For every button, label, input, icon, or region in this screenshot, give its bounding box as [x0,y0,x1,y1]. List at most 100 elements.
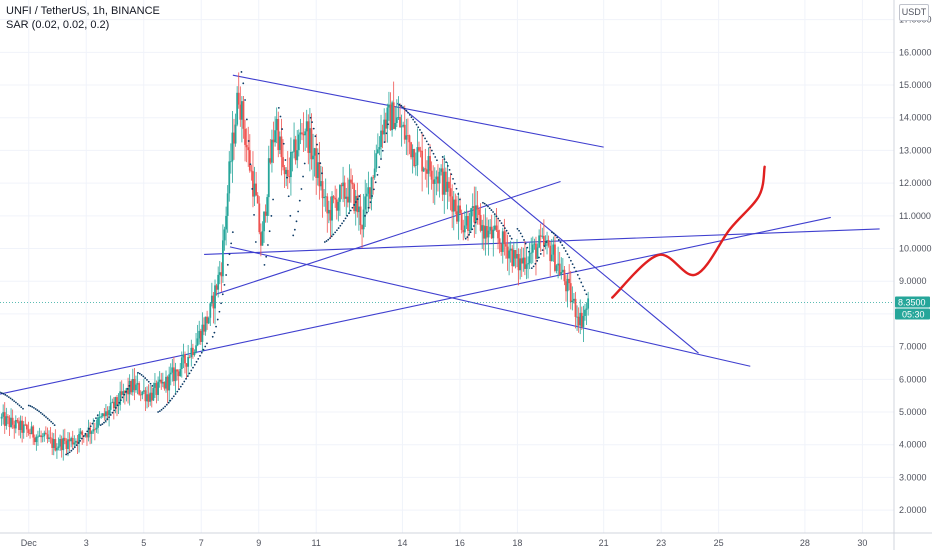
candle-body [152,387,155,401]
sar-dot [407,111,409,114]
sar-dot [240,71,243,73]
sar-dot [247,140,250,142]
sar-dot [22,407,24,410]
trendline[interactable] [232,74,604,148]
sar-dot [244,99,246,101]
sar-dot [33,406,35,409]
candle-body [482,225,485,239]
candle-body [348,179,351,203]
candle-body [259,232,262,246]
sar-dot [419,129,421,131]
candle-body [24,424,27,426]
candle-body [527,263,529,265]
candle-body [212,295,215,309]
candle-body [2,412,5,417]
sar-dot [251,188,254,190]
trendlines[interactable] [0,74,880,395]
sar-dot [314,135,317,138]
sar-dot [427,143,430,146]
candle-body [451,196,454,212]
sar-dot [265,255,268,258]
candle-body [196,338,199,346]
sar-dot [279,115,282,118]
sar-dot [526,246,529,249]
trendline[interactable] [0,216,831,395]
candle-body [177,371,180,377]
y-tick-label: 11.0000 [899,211,931,221]
currency-badge[interactable]: USDT [899,4,929,21]
sar-dot [270,215,273,217]
sar-dot [41,413,44,416]
candle-body [362,209,365,230]
trendline[interactable] [215,180,561,295]
candle-body [37,436,39,438]
candle-body [524,257,526,269]
sar-dot [282,142,285,145]
sar-dot [218,310,221,313]
candle-body [169,372,172,375]
sar-dot [483,202,486,205]
candle-body [506,246,509,259]
candle-body [584,309,586,316]
indicator-label[interactable]: SAR (0.02, 0.02, 0.2) [6,19,110,31]
candle-body [351,182,354,185]
sar-dot [15,401,17,404]
symbol-title[interactable]: UNFI / TetherUS, 1h, BINANCE [6,5,160,17]
freehand-projection[interactable] [611,165,766,299]
trendline[interactable] [396,102,699,354]
candle-body [511,248,514,267]
candle-body [179,369,182,377]
candle-body [206,316,209,324]
candle-body [138,383,141,395]
candle-body [222,240,224,277]
sar-dot [206,342,208,345]
sar-dot [34,408,37,410]
candle-body [391,102,393,131]
candle-body [397,117,400,118]
sar-dot [569,259,572,262]
candle-body [386,107,389,129]
time-axis[interactable]: Dec 3 5 7 9 11 14 16 18 21 23 25 28 30 [21,538,868,548]
candle-body [326,196,329,214]
sar-dot [319,162,322,165]
candle-body [448,181,450,189]
candle-body [97,417,99,428]
candle-body [128,380,131,395]
candle-body [459,205,461,214]
candle-body [302,133,305,136]
candle-body [217,274,220,290]
trendline[interactable] [204,228,880,255]
candle-body [359,206,362,226]
sar-dot [507,232,510,235]
sar-dot [329,237,331,239]
sar-dot [490,209,493,211]
candle-body [101,413,104,417]
candle-body [95,427,98,430]
sar-dot [374,181,377,184]
candle-body [555,265,558,271]
candle-body [130,380,133,393]
sar-dot [430,149,433,152]
candle-body [378,147,381,150]
candle-body [111,401,114,403]
sar-dot [373,188,375,191]
candle-body [122,391,125,395]
last-price-value: 8.3500 [898,297,926,307]
candle-body [40,435,43,438]
price-axis[interactable]: 2.00003.00004.00005.00006.00007.00008.00… [899,15,932,515]
sar-dot [84,432,87,435]
sar-dot [400,104,403,107]
candle-body [240,101,243,120]
candle-body [144,390,147,402]
candle-body [33,437,36,443]
candle-body [587,298,590,309]
candle-body [495,225,498,231]
trendline[interactable] [229,246,751,367]
sar-dot [89,425,92,428]
sar-dot [147,380,150,383]
candle-body [283,167,286,175]
candle-body [489,226,492,231]
sar-dot [13,400,16,402]
sar-dot [213,331,216,334]
